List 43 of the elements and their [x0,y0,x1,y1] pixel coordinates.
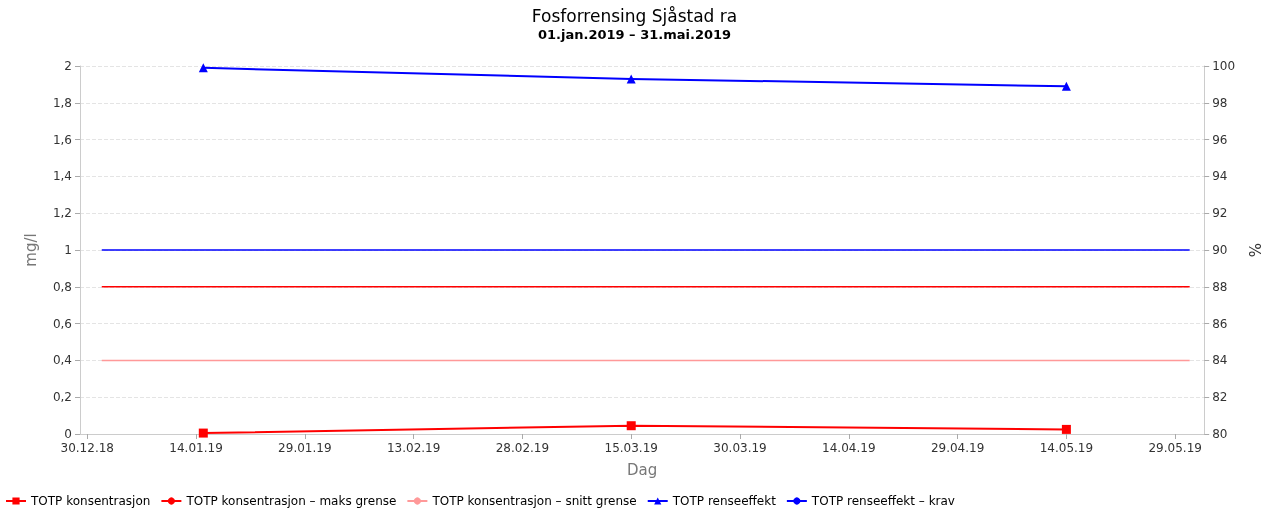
x-tick-label: 30.12.18 [60,441,114,455]
y-tick-label: 1 [64,243,72,257]
y-tick-label: 1,4 [52,169,72,184]
y2-tick-label: 88 [1212,279,1228,294]
y2-tick-label: 98 [1212,95,1228,110]
y2-tick-label: 84 [1212,353,1228,368]
y-tick-label: 1,2 [52,206,72,221]
y2-tick-label: 86 [1212,316,1228,331]
y-tick-label: 0 [64,427,72,441]
y-tick-label: 0,4 [52,353,72,368]
x-tick-label: 14.04.19 [822,441,876,455]
y2-tick-label: 96 [1212,132,1228,147]
y2-tick-label: 94 [1212,169,1228,184]
legend-label: TOTP konsentrasjon [30,494,151,508]
x-tick-label: 15.03.19 [604,441,658,455]
x-tick-label: 13.02.19 [386,441,441,455]
y2-tick-label: 80 [1212,427,1228,441]
y-tick-label: 2 [64,59,72,73]
x-tick-label: 29.01.19 [278,441,332,455]
legend-label: TOTP renseeffekt [671,494,777,508]
y2-tick-label: 100 [1212,59,1236,73]
y-axis-title: mg/l [21,233,40,267]
y-tick-label: 1,8 [52,95,72,110]
x-tick-label: 29.05.19 [1148,441,1202,455]
x-tick-label: 28.02.19 [495,441,550,455]
y-tick-label: 0,8 [52,279,72,294]
chart-title: Fosforrensing Sjåstad ra [531,5,738,26]
y2-tick-label: 82 [1212,390,1228,405]
y2-tick-label: 92 [1212,206,1228,221]
y-tick-label: 0,6 [52,316,72,331]
y-tick-label: 1,6 [52,132,72,147]
y2-tick-label: 90 [1212,243,1228,257]
x-tick-label: 30.03.19 [713,441,767,455]
y-tick-label: 0,2 [52,390,72,405]
chart-subtitle: 01.jan.2019 – 31.mai.2019 [537,27,732,42]
x-tick-label: 14.05.19 [1039,441,1094,455]
x-axis-title: Dag [626,460,658,479]
legend-label: TOTP konsentrasjon – snitt grense [431,494,637,508]
x-tick-label: 14.01.19 [169,441,223,455]
legend-label: TOTP renseeffekt – krav [810,494,955,508]
y2-axis-title: % [1244,242,1263,258]
legend-label: TOTP konsentrasjon – maks grense [185,494,397,508]
x-tick-label: 29.04.19 [930,441,985,455]
